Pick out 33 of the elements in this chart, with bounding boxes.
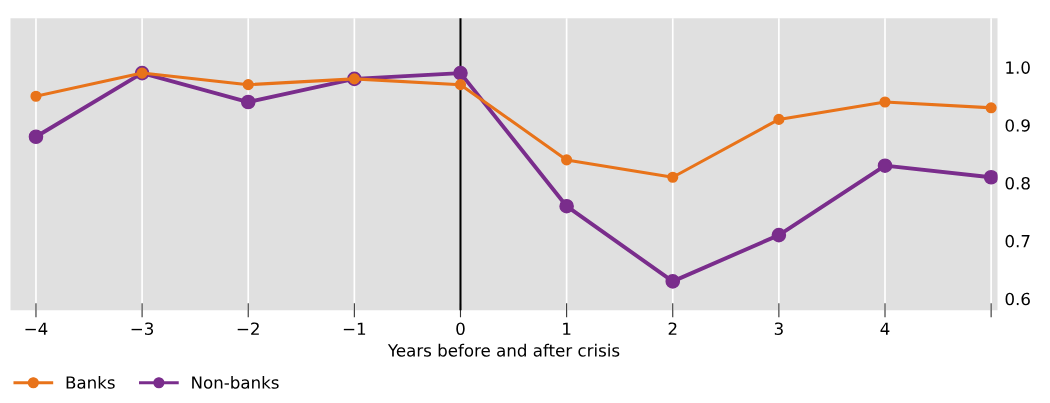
- y-tick-label: 0.8: [1005, 176, 1030, 190]
- point: [559, 198, 574, 214]
- x-tick-label: 4: [880, 322, 890, 335]
- x-tick-label: −1: [343, 322, 366, 335]
- point: [561, 154, 573, 166]
- point: [453, 65, 468, 81]
- legend-label: Banks: [66, 375, 115, 389]
- point: [30, 90, 42, 102]
- x-tick-label: −4: [25, 322, 48, 335]
- legend-label: Non-banks: [192, 375, 279, 389]
- point: [667, 171, 679, 183]
- point: [771, 227, 787, 243]
- point: [240, 94, 256, 110]
- x-tick-label: 1: [563, 322, 571, 335]
- point: [773, 113, 785, 125]
- x-tick-label: −3: [131, 322, 154, 336]
- x-tick-label: 2: [668, 322, 677, 335]
- y-tick-label: 0.7: [1005, 234, 1030, 248]
- y-tick-label: 0.6: [1005, 292, 1030, 306]
- point: [985, 102, 997, 114]
- x-tick-label: 3: [774, 322, 783, 336]
- point: [877, 158, 893, 173]
- point: [28, 129, 44, 145]
- point: [242, 79, 254, 91]
- x-tick-label: −2: [237, 322, 259, 335]
- point: [983, 169, 998, 185]
- point: [879, 96, 891, 108]
- x-axis-title: Years before and after crisis: [387, 343, 620, 357]
- y-tick-label: 1.0: [1006, 61, 1030, 74]
- x-tick-label: 0: [456, 322, 465, 336]
- point: [454, 79, 467, 91]
- point: [665, 274, 681, 289]
- y-tick-label: 0.9: [1005, 119, 1030, 132]
